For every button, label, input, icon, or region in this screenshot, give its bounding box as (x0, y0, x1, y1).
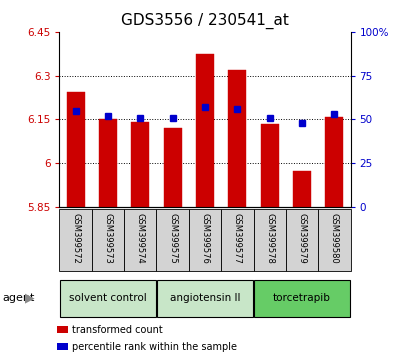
Bar (196, 54, 213, 207)
Bar (220, 209, 253, 271)
Text: GSM399577: GSM399577 (232, 213, 241, 264)
Text: solvent control: solvent control (69, 293, 146, 303)
Bar (253, 209, 285, 271)
Bar (156, 209, 189, 271)
Text: GSM399580: GSM399580 (329, 213, 338, 264)
Text: GSM399578: GSM399578 (265, 213, 274, 264)
Bar (228, 70, 246, 207)
Bar (254, 280, 349, 316)
Text: GSM399576: GSM399576 (200, 213, 209, 264)
Text: angiotensin II: angiotensin II (169, 293, 240, 303)
Bar (157, 280, 252, 316)
Text: percentile rank within the sample: percentile rank within the sample (72, 342, 236, 352)
Text: GSM399575: GSM399575 (168, 213, 177, 264)
Bar (325, 116, 342, 207)
Text: GSM399572: GSM399572 (71, 213, 80, 264)
Bar (317, 209, 350, 271)
Bar (131, 122, 149, 207)
Text: agent: agent (2, 293, 34, 303)
Text: torcetrapib: torcetrapib (272, 293, 330, 303)
Bar (59, 209, 92, 271)
Bar (99, 119, 117, 207)
Text: GSM399573: GSM399573 (103, 213, 112, 264)
Bar (285, 209, 317, 271)
Text: ▶: ▶ (25, 292, 35, 305)
Bar (163, 128, 181, 207)
Text: GDS3556 / 230541_at: GDS3556 / 230541_at (121, 12, 288, 29)
Bar (292, 171, 310, 207)
Bar (189, 209, 220, 271)
Bar (60, 280, 155, 316)
Text: GSM399574: GSM399574 (135, 213, 144, 264)
Bar (92, 209, 124, 271)
Bar (124, 209, 156, 271)
Text: transformed count: transformed count (72, 325, 162, 335)
Bar (67, 92, 84, 207)
Bar (260, 124, 278, 207)
Text: GSM399579: GSM399579 (297, 213, 306, 264)
